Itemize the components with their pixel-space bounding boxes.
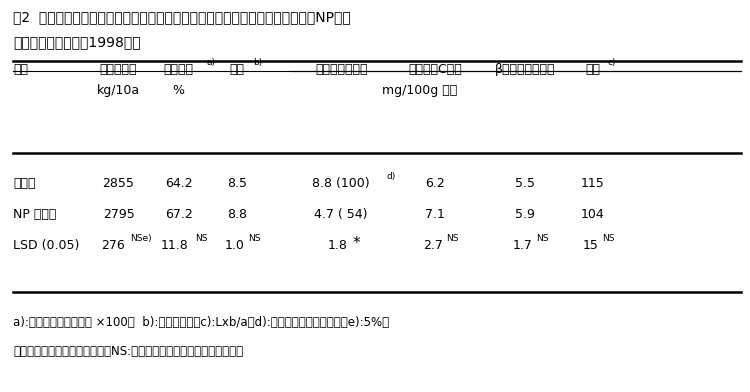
Text: 8.8: 8.8 (227, 208, 247, 221)
Text: *: * (352, 236, 360, 251)
Text: 8.8 (100): 8.8 (100) (313, 177, 370, 190)
Text: ビタミンC含量: ビタミンC含量 (408, 63, 462, 76)
Text: 6.2: 6.2 (425, 177, 445, 190)
Text: 可販品率: 可販品率 (164, 63, 194, 76)
Text: 1.8: 1.8 (328, 239, 347, 252)
Text: 64.2: 64.2 (165, 177, 192, 190)
Text: 11.8: 11.8 (160, 239, 189, 252)
Text: 5.9: 5.9 (515, 208, 535, 221)
Text: 115: 115 (580, 177, 604, 190)
Text: 8.5: 8.5 (227, 177, 247, 190)
Text: a):可販品本数／全本数 ×100。  b):ブリックス。c):Lxb/a。d):括弧内は相対値を示す。e):5%水: a):可販品本数／全本数 ×100。 b):ブリックス。c):Lxb/a。d):… (13, 316, 390, 328)
Text: 5.5: 5.5 (515, 177, 535, 190)
Text: NS: NS (446, 234, 459, 243)
Text: c): c) (608, 58, 616, 67)
Text: NSe): NSe) (130, 234, 152, 243)
Text: 276: 276 (100, 239, 124, 252)
Text: 7.1: 7.1 (425, 208, 445, 221)
Text: NS: NS (536, 234, 549, 243)
Text: NS: NS (248, 234, 261, 243)
Text: 処理: 処理 (13, 63, 28, 76)
Text: NS: NS (602, 234, 615, 243)
Text: 2.7: 2.7 (423, 239, 442, 252)
Text: 準で有意差があることを示す。NS:有意差は認められないことを示す。: 準で有意差があることを示す。NS:有意差は認められないことを示す。 (13, 345, 244, 358)
Text: d): d) (386, 172, 395, 181)
Text: 15: 15 (582, 239, 598, 252)
Text: kg/10a: kg/10a (97, 84, 140, 97)
Text: %: % (172, 84, 184, 97)
Text: mg/100g 生重: mg/100g 生重 (382, 84, 458, 97)
Text: 1.7: 1.7 (513, 239, 532, 252)
Text: β－カロテン含量: β－カロテン含量 (495, 63, 555, 76)
Text: 区）の収量・品質（1998年）: 区）の収量・品質（1998年） (13, 35, 141, 49)
Text: b): b) (254, 58, 262, 67)
Text: 色調: 色調 (585, 63, 600, 76)
Text: LSD (0.05): LSD (0.05) (13, 239, 80, 252)
Text: 104: 104 (580, 208, 604, 221)
Text: 可販品収量: 可販品収量 (100, 63, 137, 76)
Text: 2855: 2855 (103, 177, 134, 190)
Text: 4.7 ( 54): 4.7 ( 54) (314, 208, 368, 221)
Text: NS: NS (195, 234, 208, 243)
Text: 標準区: 標準区 (13, 177, 36, 190)
Text: 1.0: 1.0 (225, 239, 245, 252)
Text: a): a) (207, 58, 216, 67)
Text: 糖度: 糖度 (230, 63, 244, 76)
Text: 2795: 2795 (103, 208, 134, 221)
Text: 表2  茨城県のにんじんの窒素及びリン酸施肥基準の半量で減肥栽培した場合（NP半量: 表2 茨城県のにんじんの窒素及びリン酸施肥基準の半量で減肥栽培した場合（NP半量 (13, 10, 351, 24)
Text: NP 半量区: NP 半量区 (13, 208, 57, 221)
Text: 硝酸態窒素含量: 硝酸態窒素含量 (315, 63, 368, 76)
Text: 67.2: 67.2 (165, 208, 192, 221)
